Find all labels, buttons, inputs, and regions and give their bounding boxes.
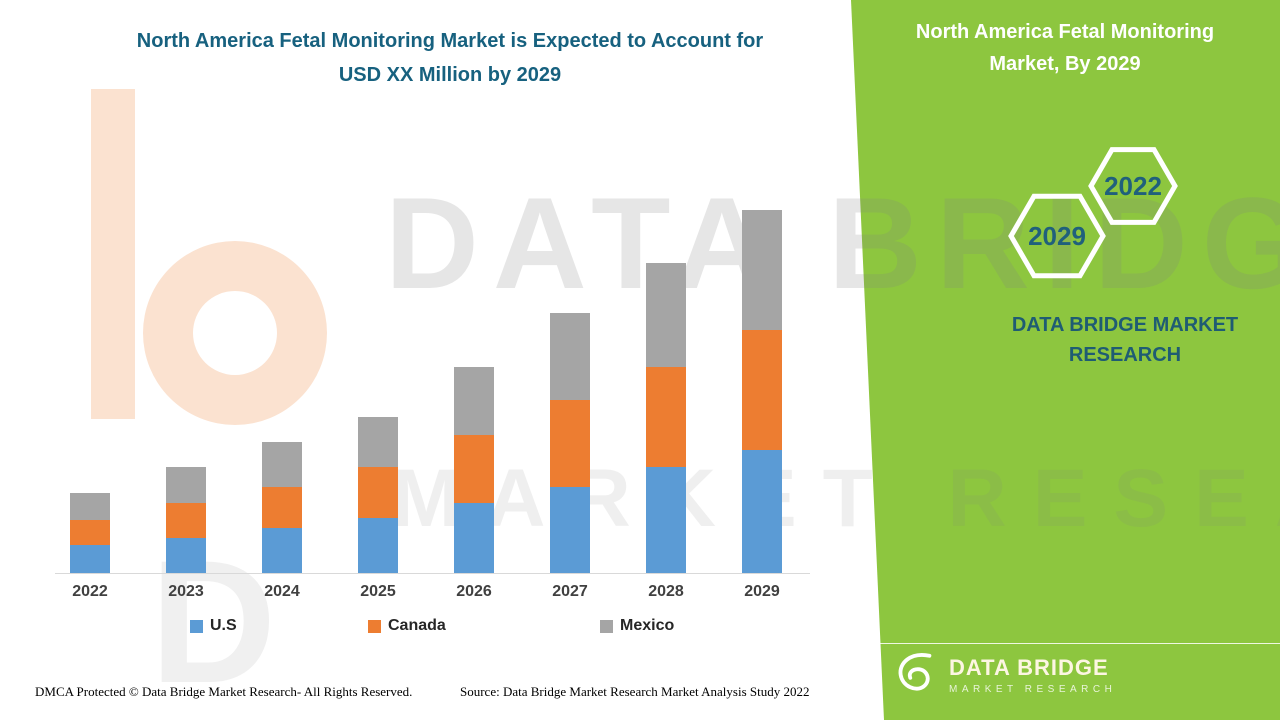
hexagon-2022 — [1088, 147, 1178, 225]
footer-dmca-text: DMCA Protected © Data Bridge Market Rese… — [35, 684, 413, 699]
company-logo-icon — [893, 650, 939, 701]
legend: U.S Canada Mexico — [55, 617, 795, 643]
x-axis-labels: 2022 2023 2024 2025 2026 2027 2028 2029 — [42, 574, 810, 601]
legend-swatch — [190, 619, 203, 633]
hexagon-year-2022: 2022 — [1104, 171, 1162, 201]
bar-segment-us — [742, 450, 782, 573]
bar-columns — [42, 190, 810, 573]
x-axis-label: 2028 — [648, 583, 684, 600]
bar-segment-us — [262, 528, 302, 573]
bar-segment-us — [166, 538, 206, 573]
x-axis-label: 2027 — [552, 583, 588, 600]
x-axis-label: 2026 — [456, 583, 492, 600]
bar-segment-us — [550, 487, 590, 573]
bar-segment-mexico — [262, 442, 302, 487]
bar-segment-mexico — [70, 493, 110, 520]
hexagon-badges: 2029 2022 — [995, 138, 1185, 303]
bar-segment-mexico — [454, 367, 494, 435]
bar-column — [138, 467, 234, 573]
bar-segment-us — [454, 503, 494, 573]
company-logo-name: DATA BRIDGE — [949, 655, 1109, 681]
bar-stack — [262, 442, 302, 573]
bar-segment-us — [646, 467, 686, 573]
dbmr-logo-watermark-icon — [85, 85, 335, 435]
company-logo-text: DATA BRIDGE MARKET RESEARCH — [949, 655, 1117, 695]
bar-stack — [646, 263, 686, 573]
x-axis-label: 2023 — [168, 583, 204, 600]
bar-column — [330, 417, 426, 573]
bar-stack — [70, 493, 110, 573]
chart-title: North America Fetal Monitoring Market is… — [136, 30, 764, 86]
bar-stack — [166, 467, 206, 573]
legend-swatch — [368, 619, 381, 633]
hexagon-year-2029: 2029 — [1028, 221, 1086, 251]
bar-segment-us — [358, 518, 398, 573]
x-axis-line — [55, 573, 810, 574]
bar-column — [234, 442, 330, 573]
bar-segment-canada — [454, 435, 494, 503]
bar-segment-mexico — [358, 417, 398, 467]
x-axis-label: 2022 — [72, 583, 108, 600]
bar-segment-mexico — [742, 210, 782, 330]
bar-column — [426, 367, 522, 573]
bar-column — [522, 313, 618, 573]
bar-column — [618, 263, 714, 573]
bar-segment-canada — [262, 487, 302, 528]
legend-item-us: U.S — [190, 617, 237, 635]
bar-stack — [742, 210, 782, 573]
legend-swatch — [600, 619, 613, 633]
bar-stack — [454, 367, 494, 573]
bar-segment-us — [70, 545, 110, 573]
footer-source-text: Source: Data Bridge Market Research Mark… — [460, 684, 810, 699]
side-panel-title: North America Fetal Monitoring Market, B… — [915, 21, 1215, 75]
bar-segment-canada — [742, 330, 782, 450]
legend-label: Mexico — [620, 617, 675, 634]
company-logo: DATA BRIDGE MARKET RESEARCH — [893, 650, 1116, 701]
legend-label: Canada — [388, 617, 446, 634]
side-panel-divider — [878, 643, 1280, 644]
legend-item-canada: Canada — [368, 617, 446, 635]
legend-item-mexico: Mexico — [600, 617, 674, 635]
bar-segment-mexico — [646, 263, 686, 367]
bar-segment-canada — [550, 400, 590, 487]
bar-segment-canada — [70, 520, 110, 545]
bar-segment-mexico — [166, 467, 206, 503]
legend-label: U.S — [210, 617, 237, 634]
bar-stack — [550, 313, 590, 573]
x-axis-label: 2024 — [264, 583, 300, 600]
side-panel-brand-text: DATA BRIDGE MARKET RESEARCH — [1011, 314, 1239, 366]
bar-column — [42, 493, 138, 573]
bar-stack — [358, 417, 398, 573]
bar-segment-canada — [358, 467, 398, 518]
chart: 2022 2023 2024 2025 2026 2027 2028 2029 — [42, 190, 810, 601]
bar-segment-canada — [166, 503, 206, 538]
bar-segment-mexico — [550, 313, 590, 400]
company-logo-subtitle: MARKET RESEARCH — [949, 683, 1117, 695]
bar-column — [714, 210, 810, 573]
hexagon-2029 — [1008, 193, 1106, 279]
x-axis-label: 2025 — [360, 583, 396, 600]
x-axis-label: 2029 — [744, 583, 780, 600]
bar-segment-canada — [646, 367, 686, 467]
